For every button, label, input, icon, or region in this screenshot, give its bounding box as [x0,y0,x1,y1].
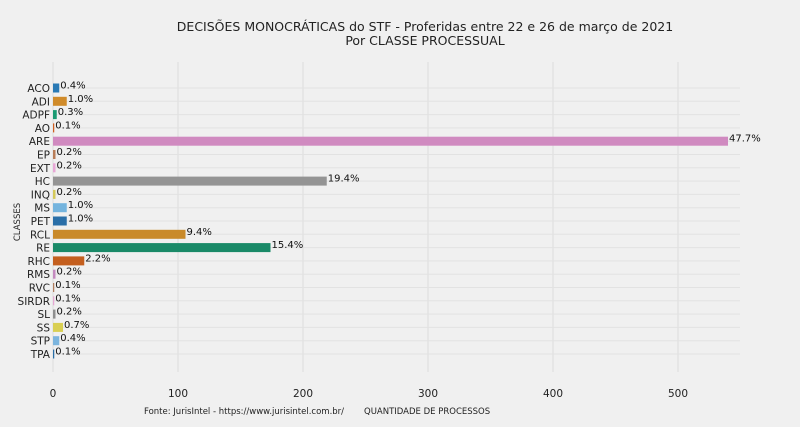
data-label: 0.2% [57,267,82,278]
data-label: 0.7% [64,320,89,331]
source-note: Fonte: JurisIntel - https://www.jurisint… [144,407,344,417]
bar-rcl [53,229,186,239]
data-label: 0.2% [57,307,82,318]
x-tick-label: 0 [50,388,57,400]
data-label: 15.4% [272,240,304,251]
bar-ext [53,163,56,173]
bar-stp [53,336,60,346]
bar-ms [53,203,67,213]
data-label: 2.2% [85,253,110,264]
bar-ep [53,150,56,159]
y-tick-label: SS [37,322,51,334]
x-tick-label: 100 [168,388,188,400]
bar-re [53,243,271,253]
y-tick-label: EP [37,150,50,162]
y-tick-label: SIRDR [18,296,50,308]
data-label: 0.2% [57,147,82,158]
chart-subtitle: Por CLASSE PROCESSUAL [345,33,504,48]
data-label: 0.1% [55,280,80,291]
bar-inq [53,189,56,199]
data-label: 47.7% [729,134,761,145]
y-tick-label: ADPF [22,110,50,122]
y-tick-label: ACO [27,83,50,95]
bar-are [53,136,728,146]
bar-rvc [53,283,55,292]
bar-adi [53,96,67,106]
data-label: 0.1% [55,347,80,358]
y-tick-label: RE [36,243,50,255]
data-label: 0.2% [57,187,82,198]
x-axis-label: QUANTIDADE DE PROCESSOS [364,407,490,417]
grid [52,62,740,372]
labels: 0 100 200 300 400 500 ACO 0.4% ADI 1.0% ADPF 0.3% AO… [18,81,761,401]
y-tick-label: SL [37,309,50,321]
data-label: 0.2% [57,160,82,171]
data-label: 0.1% [55,120,80,131]
bar-rms [53,269,56,279]
x-tick-label: 300 [418,388,438,400]
bar-pet [53,216,67,226]
data-label: 9.4% [187,227,212,238]
data-label: 1.0% [68,94,93,105]
y-tick-label: EXT [30,163,51,175]
y-tick-label: ADI [32,96,50,108]
y-tick-label: STP [31,336,50,348]
y-axis-label: CLASSES [13,203,23,241]
x-tick-label: 500 [668,388,688,400]
y-tick-label: PET [31,216,51,228]
bar-ao [53,123,55,133]
chart-title: DECISÕES MONOCRÁTICAS do STF - Proferida… [177,19,673,34]
data-label: 0.1% [55,293,80,304]
y-tick-label: RHC [27,256,50,268]
y-tick-label: HC [35,176,50,188]
data-label: 1.0% [68,200,93,211]
data-label: 0.3% [58,107,83,118]
bar-adpf [53,110,57,120]
y-tick-label: RVC [29,283,50,295]
bar-tpa [53,349,55,359]
bar-hc [53,176,327,186]
y-tick-label: TPA [30,349,51,361]
y-tick-label: AO [35,123,50,135]
data-label: 19.4% [328,174,360,185]
y-tick-label: RCL [30,229,50,241]
bar-sirdr [53,296,55,306]
data-label: 0.4% [60,333,85,344]
x-tick-label: 200 [293,388,313,400]
y-tick-label: INQ [31,189,50,201]
x-tick-label: 400 [543,388,563,400]
bar-rhc [53,256,85,266]
bar-aco [53,83,60,93]
bar-sl [53,309,56,319]
y-tick-label: MS [34,203,50,215]
y-tick-label: RMS [27,269,50,281]
data-label: 0.4% [60,81,85,92]
bars [53,83,728,359]
y-tick-label: ARE [29,136,50,148]
data-label: 1.0% [68,214,93,225]
bar-ss [53,322,63,332]
